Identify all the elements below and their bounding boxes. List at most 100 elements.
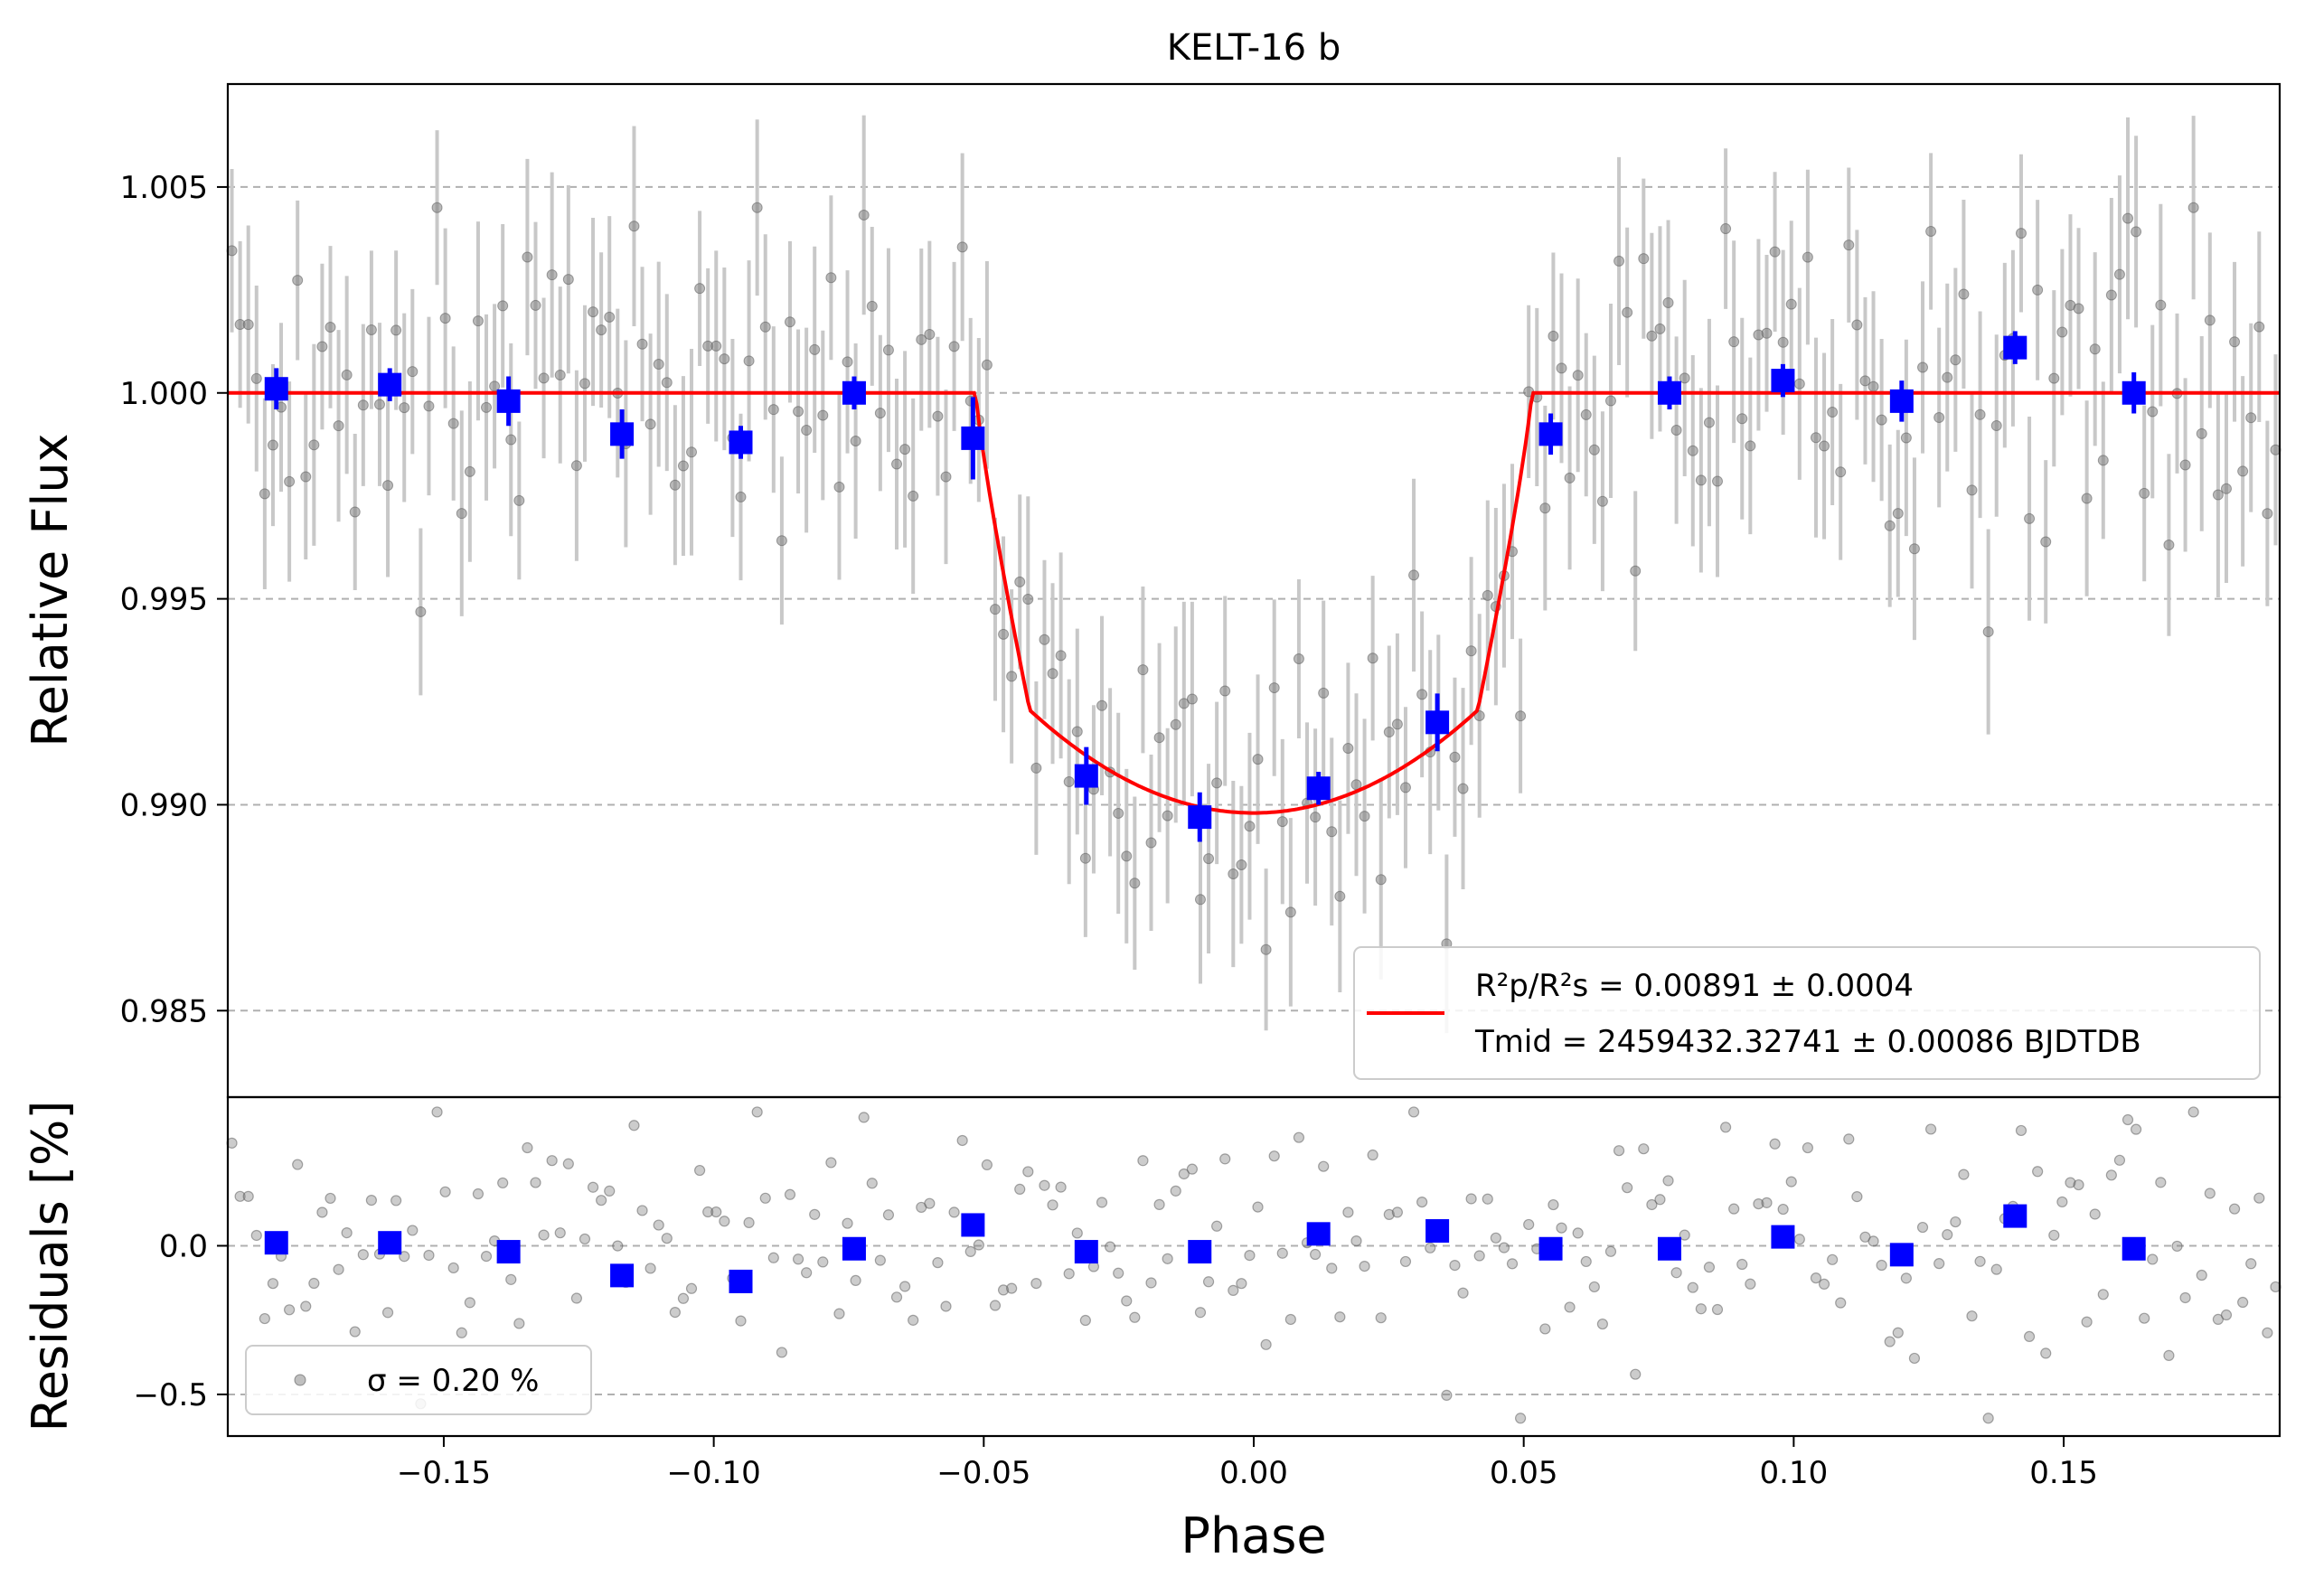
raw-point [546, 269, 558, 281]
raw-residual-point [792, 1253, 804, 1265]
binned-point [1657, 380, 1681, 405]
raw-residual-point [2122, 1113, 2134, 1126]
raw-point [1375, 874, 1387, 886]
raw-point [1030, 762, 1042, 774]
raw-residual-point [825, 1157, 837, 1169]
raw-residual-point [2089, 1208, 2101, 1220]
raw-point [1982, 626, 1994, 638]
raw-residual-point [1670, 1267, 1682, 1279]
raw-residual-point [1407, 1106, 1420, 1118]
raw-point [1391, 718, 1403, 730]
raw-point [669, 479, 681, 491]
bottom-legend-label: σ = 0.20 % [367, 1363, 539, 1399]
raw-point [538, 372, 550, 384]
raw-point [2081, 493, 2093, 504]
raw-residual-point [776, 1347, 788, 1358]
raw-residual-point [1777, 1203, 1789, 1216]
raw-residual-point [2105, 1169, 2117, 1181]
raw-residual-point [2187, 1106, 2199, 1118]
raw-residual-point [924, 1197, 936, 1209]
raw-point [1703, 417, 1715, 428]
raw-residual-point [677, 1292, 690, 1304]
raw-point [998, 628, 1010, 640]
raw-residual-point [1506, 1258, 1519, 1270]
raw-point [1851, 319, 1863, 331]
raw-residual-point [1588, 1281, 1600, 1293]
raw-residual-point [1942, 1229, 1953, 1241]
raw-residual-point [784, 1188, 796, 1200]
bottom-legend: σ = 0.20 % [245, 1345, 592, 1415]
raw-residual-point [2163, 1349, 2175, 1362]
x-tick-label: −0.05 [936, 1455, 1030, 1491]
bottom-legend-marker [294, 1374, 306, 1386]
raw-point [1819, 440, 1830, 452]
raw-point [1859, 375, 1871, 387]
raw-residual-point [480, 1250, 493, 1263]
raw-point [1121, 850, 1133, 862]
x-tick-label: −0.15 [397, 1455, 491, 1491]
raw-point [899, 444, 911, 455]
raw-residual-point [817, 1256, 829, 1268]
raw-point [1318, 687, 1330, 699]
raw-point [316, 341, 328, 352]
raw-residual-point [866, 1178, 878, 1189]
binned-residual-point [729, 1269, 753, 1293]
raw-point [2113, 268, 2125, 280]
raw-point [759, 321, 771, 333]
raw-point [1827, 407, 1839, 418]
raw-point [2220, 483, 2232, 494]
raw-residual-point [1309, 1248, 1322, 1261]
raw-point [1014, 576, 1026, 587]
raw-residual-point [1006, 1282, 1018, 1294]
raw-point [628, 221, 640, 232]
raw-residual-point [587, 1181, 599, 1193]
raw-residual-point [1876, 1259, 1887, 1272]
raw-point [1884, 520, 1896, 531]
raw-point [1810, 432, 1821, 444]
top-y-tick-label: 0.995 [120, 582, 208, 618]
raw-point [300, 471, 312, 483]
raw-point [1284, 906, 1296, 918]
binned-residual-point [2003, 1204, 2027, 1228]
raw-residual-point [505, 1273, 517, 1285]
raw-point [325, 321, 336, 333]
x-tick-label: 0.10 [1760, 1455, 1829, 1491]
raw-residual-point [1908, 1352, 1921, 1365]
raw-point [2147, 406, 2159, 418]
raw-point [677, 460, 689, 472]
raw-residual-point [1104, 1241, 1116, 1253]
raw-residual-point [1359, 1261, 1370, 1272]
raw-point [1572, 370, 1584, 381]
raw-residual-point [333, 1263, 344, 1275]
raw-point [858, 209, 870, 221]
binned-residual-point [1657, 1236, 1681, 1261]
raw-residual-point [562, 1158, 574, 1169]
raw-residual-point [1079, 1314, 1091, 1327]
raw-point [242, 319, 254, 331]
raw-residual-point [932, 1257, 944, 1269]
raw-point [1194, 894, 1206, 906]
raw-residual-point [234, 1190, 246, 1202]
raw-point [1096, 699, 1108, 711]
raw-residual-point [1982, 1413, 1994, 1424]
raw-point [916, 333, 927, 345]
raw-residual-point [1818, 1278, 1830, 1291]
raw-residual-point [890, 1291, 903, 1303]
raw-residual-point [530, 1177, 541, 1188]
raw-residual-point [1202, 1276, 1215, 1288]
raw-point [349, 506, 361, 518]
raw-residual-point [908, 1314, 919, 1326]
raw-residual-point [431, 1106, 443, 1118]
raw-point [1604, 395, 1616, 407]
raw-point [1662, 296, 1674, 308]
binned-point [961, 426, 985, 450]
raw-point [292, 275, 304, 286]
raw-point [390, 324, 402, 336]
raw-residual-point [1596, 1318, 1609, 1330]
raw-residual-point [1367, 1149, 1378, 1161]
raw-point [644, 418, 656, 430]
binned-residual-point [1889, 1243, 1914, 1267]
raw-point [1022, 594, 1034, 606]
raw-residual-point [1375, 1312, 1387, 1324]
raw-residual-point [522, 1141, 533, 1154]
